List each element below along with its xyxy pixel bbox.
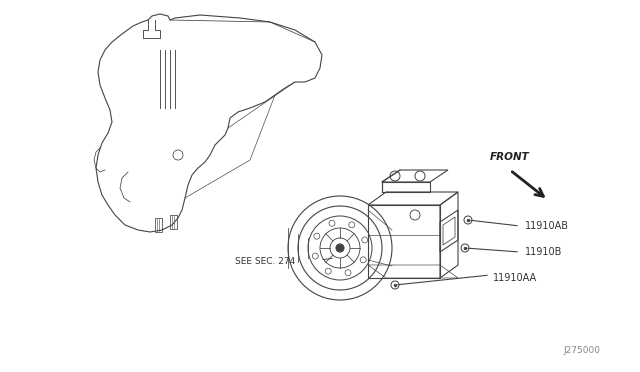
Text: 11910AA: 11910AA (493, 273, 537, 283)
Text: SEE SEC. 274: SEE SEC. 274 (235, 257, 295, 266)
Text: 11910AB: 11910AB (525, 221, 569, 231)
Text: J275000: J275000 (563, 346, 600, 355)
Text: 11910B: 11910B (525, 247, 563, 257)
Text: FRONT: FRONT (490, 152, 530, 162)
Circle shape (336, 244, 344, 252)
